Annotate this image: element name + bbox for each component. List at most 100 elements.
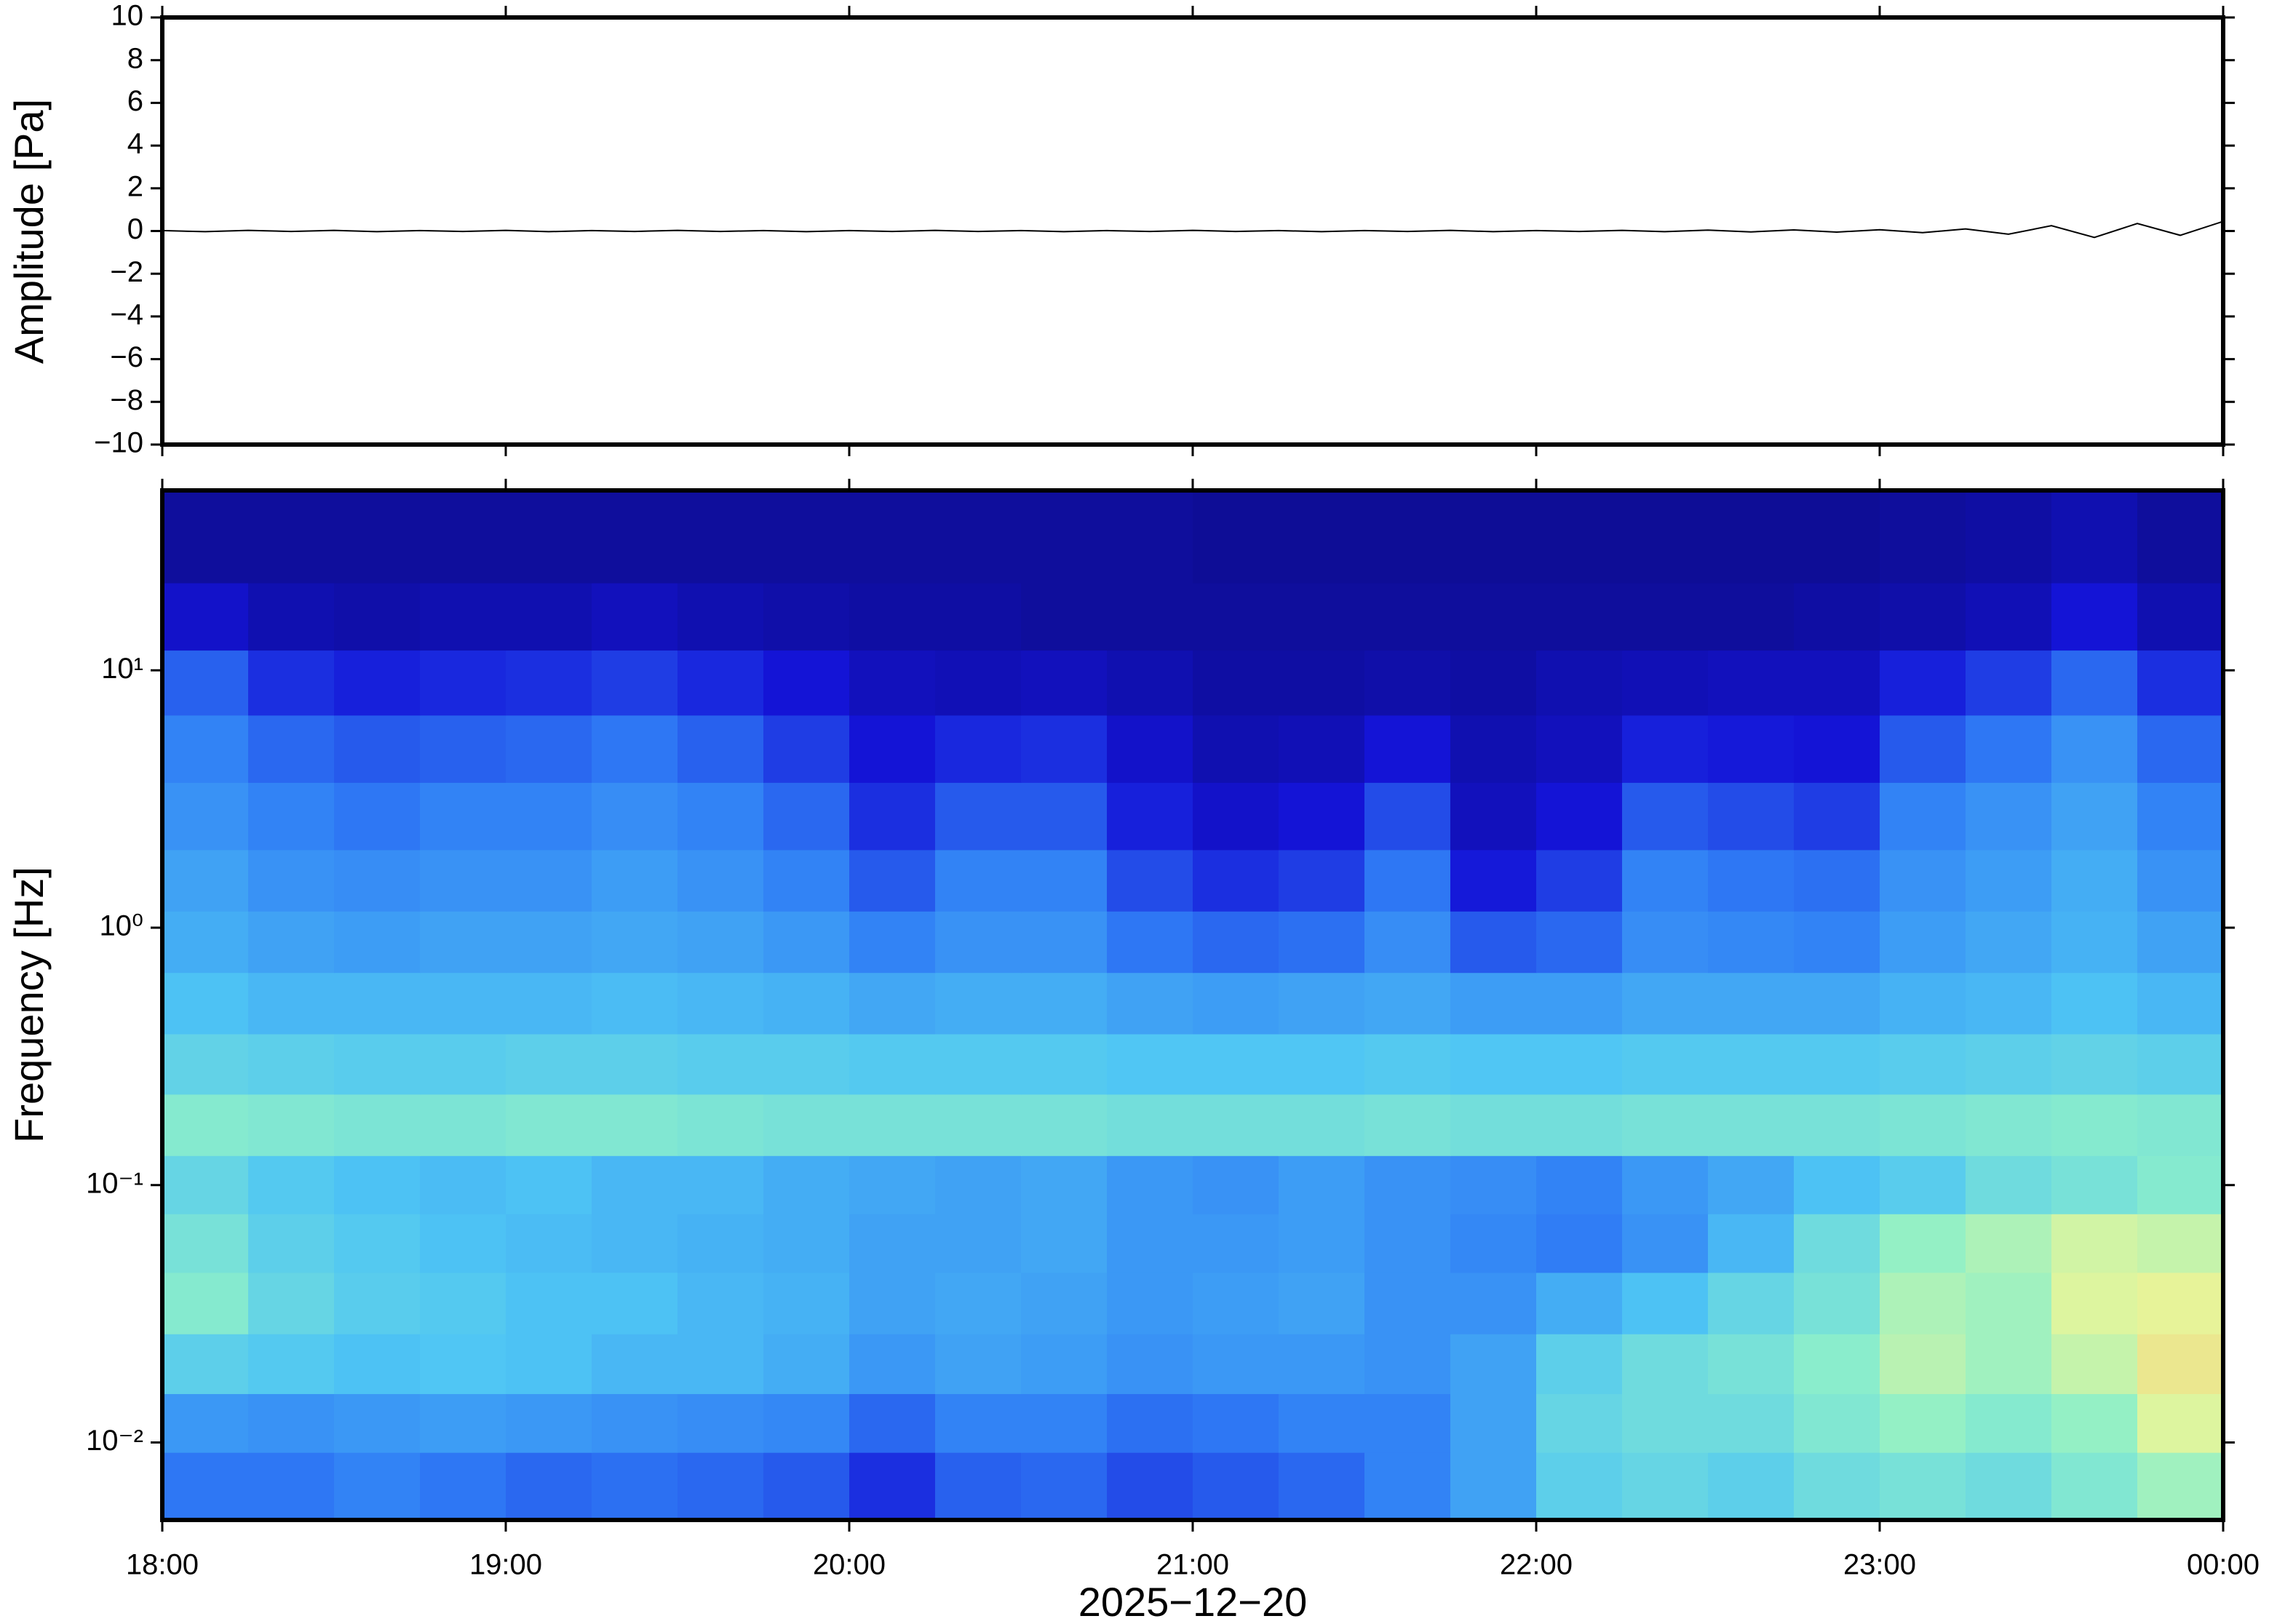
cell [677, 782, 764, 851]
cell [248, 1155, 335, 1214]
cell [2137, 582, 2223, 651]
cell [1279, 1094, 1365, 1156]
cell [1193, 972, 1279, 1035]
cell [1966, 911, 2052, 974]
cell [1107, 1033, 1193, 1095]
cell [1880, 715, 1966, 783]
cell [1107, 1452, 1193, 1520]
cell [420, 972, 506, 1035]
cell [162, 849, 249, 912]
cell [1021, 1033, 1108, 1095]
cell [1279, 1452, 1365, 1520]
x-tick-label: 19:00 [469, 1549, 542, 1581]
cell [849, 782, 936, 851]
cell [1193, 911, 1279, 974]
cell [248, 1393, 335, 1453]
cell [1107, 582, 1193, 651]
cell [1622, 1334, 1709, 1394]
cell [677, 1214, 764, 1273]
cell [2051, 1452, 2138, 1520]
cell [1450, 1155, 1537, 1214]
cell [1536, 972, 1623, 1035]
cell [1966, 1393, 2052, 1453]
cell [334, 1155, 421, 1214]
spectrogram [162, 490, 2223, 1520]
cell [1364, 1393, 1451, 1453]
cell [1193, 1033, 1279, 1095]
cell [935, 1094, 1022, 1156]
cell [1193, 782, 1279, 851]
cell [2051, 650, 2138, 716]
cell [2137, 1155, 2223, 1214]
cell [677, 1393, 764, 1453]
cell [506, 1452, 592, 1520]
cell [935, 490, 1022, 584]
cell [1966, 849, 2052, 912]
cell [1279, 1393, 1365, 1453]
cell [420, 1393, 506, 1453]
cell [2051, 1334, 2138, 1394]
cell [1536, 1155, 1623, 1214]
cell [162, 490, 249, 584]
cell [334, 1334, 421, 1394]
cell [1708, 1033, 1795, 1095]
cell [763, 1452, 850, 1520]
cell [1794, 1214, 1880, 1273]
cell [592, 715, 678, 783]
cell [1450, 782, 1537, 851]
cell [248, 490, 335, 584]
cell [1794, 1393, 1880, 1453]
cell [1708, 849, 1795, 912]
cell [1450, 1452, 1537, 1520]
cell [1622, 582, 1709, 651]
cell [592, 1452, 678, 1520]
cell [935, 911, 1022, 974]
cell [1622, 1033, 1709, 1095]
cell [248, 911, 335, 974]
cell [506, 972, 592, 1035]
cell [849, 911, 936, 974]
cell [1880, 972, 1966, 1035]
cell [1880, 1094, 1966, 1156]
cell [763, 1393, 850, 1453]
cell [592, 1393, 678, 1453]
cell [506, 1334, 592, 1394]
cell [1794, 1272, 1880, 1334]
cell [1794, 715, 1880, 783]
cell [506, 1393, 592, 1453]
cell [1193, 650, 1279, 716]
cell [1193, 1393, 1279, 1453]
y-axis-title: Frequency [Hz] [6, 867, 52, 1143]
cell [162, 1272, 249, 1334]
cell [1966, 1272, 2052, 1334]
cell [2051, 1393, 2138, 1453]
cell [1794, 1334, 1880, 1394]
cell [1966, 490, 2052, 584]
x-tick-label: 20:00 [813, 1549, 886, 1581]
cell [1450, 1094, 1537, 1156]
y-tick-label: 6 [127, 85, 143, 117]
cell [592, 972, 678, 1035]
cell [2051, 1094, 2138, 1156]
cell [1880, 1033, 1966, 1095]
cell [420, 1033, 506, 1095]
cell [677, 1094, 764, 1156]
cell [162, 582, 249, 651]
cell [1622, 972, 1709, 1035]
cell [1450, 1214, 1537, 1273]
cell [1622, 849, 1709, 912]
cell [1708, 1094, 1795, 1156]
cell [248, 582, 335, 651]
cell [1193, 1094, 1279, 1156]
cell [1536, 1393, 1623, 1453]
cell [506, 1033, 592, 1095]
y-tick-label: 2 [127, 170, 143, 202]
cell [763, 1033, 850, 1095]
cell [2137, 1214, 2223, 1273]
cell [1193, 715, 1279, 783]
cell [677, 1272, 764, 1334]
cell [677, 972, 764, 1035]
cell [1107, 849, 1193, 912]
